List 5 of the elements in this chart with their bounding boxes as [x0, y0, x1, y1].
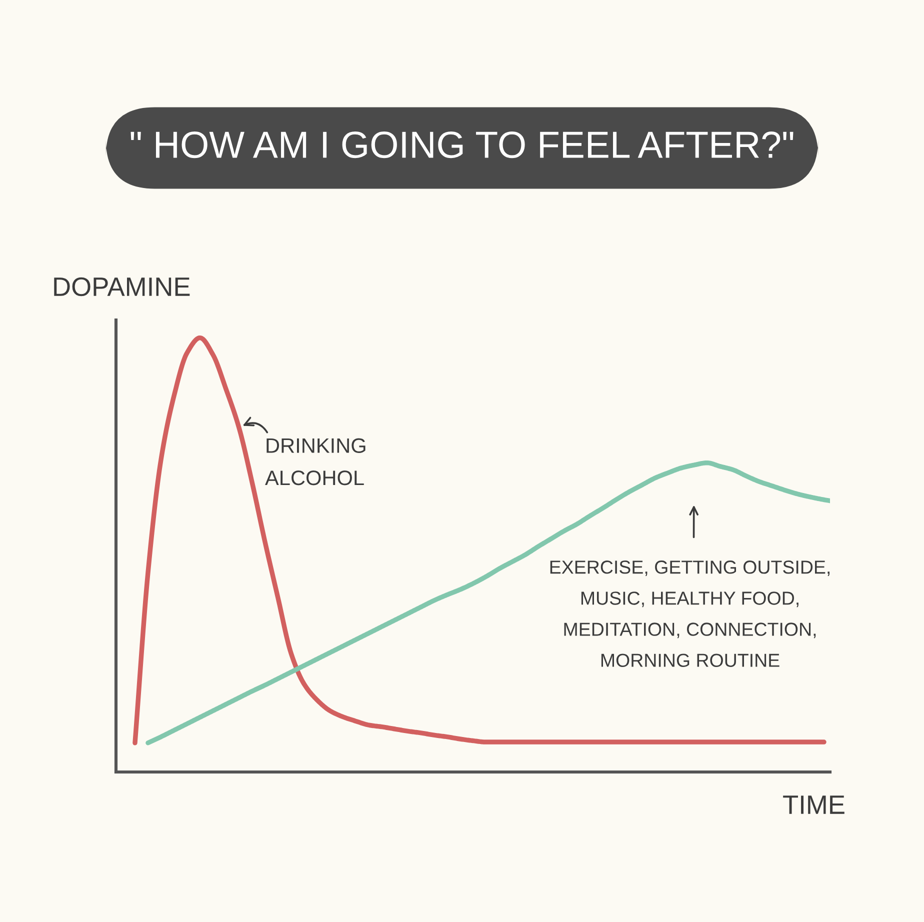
x-axis-title: TIME: [783, 796, 844, 814]
series-label: DRINKING ALCOHOL: [265, 438, 366, 486]
series-label: EXERCISE, GETTING OUTSIDE, MUSIC, HEALTHY FOOD, MEDITATION, CONNECTION, MORNING ROUTINE: [550, 560, 830, 667]
y-axis-title: DOPAMINE: [54, 277, 190, 296]
chart-title: " HOW AM I GOING TO FEEL AFTER?": [130, 132, 794, 158]
